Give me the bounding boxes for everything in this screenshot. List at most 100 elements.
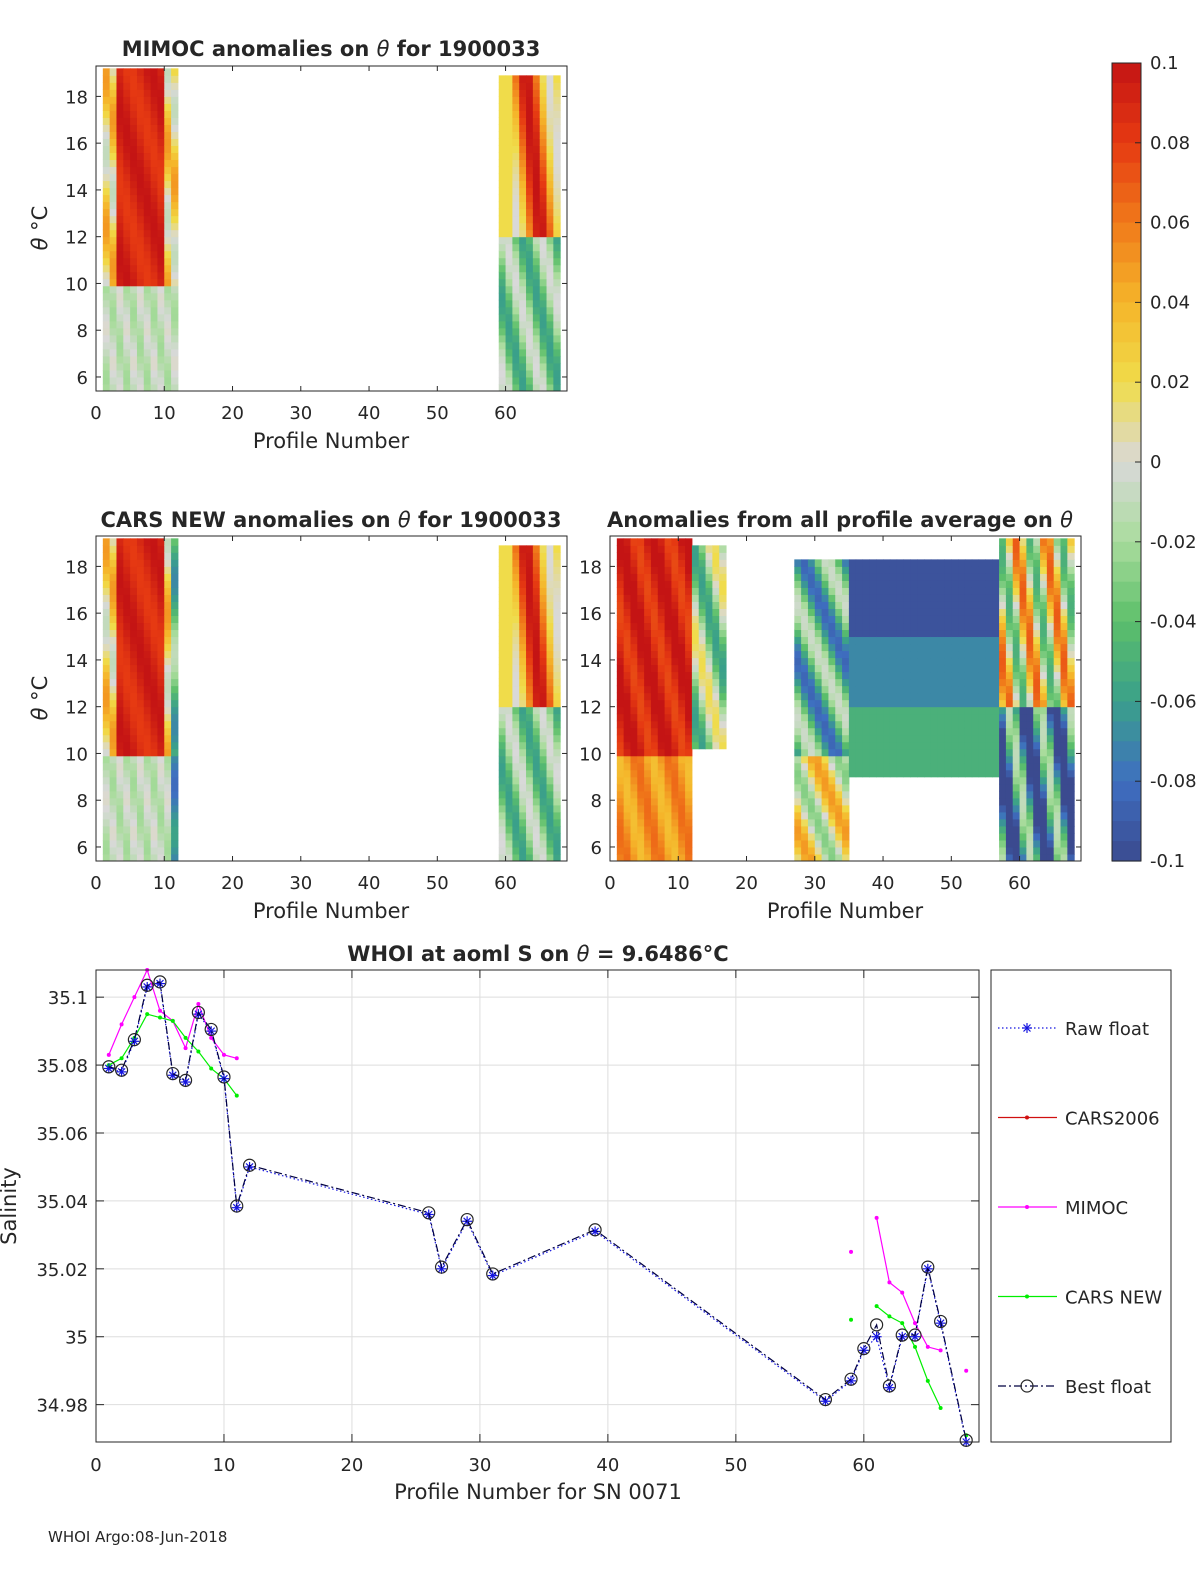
average-cell xyxy=(971,692,980,701)
average-cell xyxy=(944,727,952,736)
cars-cell xyxy=(498,664,507,673)
cars-title: CARS NEW anomalies on θ for 1900033 xyxy=(100,508,561,532)
cars-cell xyxy=(505,580,513,588)
cars-cell xyxy=(164,818,172,827)
cars-cell xyxy=(498,636,507,645)
average-cell xyxy=(637,664,645,673)
mimoc-cell xyxy=(109,138,117,146)
average-cell xyxy=(691,657,700,666)
average-cell xyxy=(1040,692,1048,701)
average-cell xyxy=(999,538,1007,546)
average-cell xyxy=(678,629,686,638)
cars-cell xyxy=(512,664,520,673)
average-cell xyxy=(691,559,700,567)
average-cell xyxy=(623,538,631,546)
cars-cell xyxy=(136,720,145,729)
cars-cell xyxy=(130,832,138,841)
cars-cell xyxy=(505,762,513,771)
mimoc-cell xyxy=(532,362,541,371)
average-cell xyxy=(951,594,959,602)
average-cell xyxy=(1060,748,1068,757)
average-cell xyxy=(671,804,679,813)
average-cell xyxy=(1005,601,1014,609)
average-cell xyxy=(889,699,898,708)
mimoc-cell xyxy=(157,201,165,210)
average-cell xyxy=(1005,783,1014,792)
mimoc-cell xyxy=(539,138,548,146)
average-axes-box xyxy=(609,535,1082,862)
average-cell xyxy=(896,664,905,673)
average-cell xyxy=(978,608,986,616)
cars-cell xyxy=(143,650,152,659)
average-cell xyxy=(1053,559,1062,567)
average-cell xyxy=(1012,601,1021,609)
average-cell xyxy=(1019,769,1027,778)
cars-cell xyxy=(532,797,541,806)
mimoc-cell xyxy=(539,264,548,273)
mimoc-cell xyxy=(546,194,554,203)
cars-cell xyxy=(553,741,561,750)
cars-cell xyxy=(123,538,131,546)
cars-cell xyxy=(532,846,541,855)
average-cell xyxy=(685,832,693,841)
average-cell xyxy=(1005,790,1014,799)
mimoc-cell xyxy=(553,320,561,329)
average-cell xyxy=(637,713,645,722)
average-cell xyxy=(664,566,672,574)
mimoc-cell xyxy=(171,306,179,315)
average-cell xyxy=(685,692,693,701)
cars-cell xyxy=(157,671,165,680)
cars-cell xyxy=(526,720,534,729)
cars-cell xyxy=(505,720,513,729)
mimoc-xlabel: Profile Number xyxy=(253,429,410,453)
average-cell xyxy=(794,727,802,736)
mimoc-cell xyxy=(109,285,117,294)
average-cell xyxy=(671,580,679,588)
average-cell xyxy=(630,832,638,841)
average-cell xyxy=(924,762,932,771)
average-cell xyxy=(671,776,679,785)
average-cell xyxy=(705,671,713,680)
mimoc-cell xyxy=(171,110,179,118)
average-cell xyxy=(876,636,884,645)
average-cell xyxy=(1012,699,1021,708)
series-line xyxy=(876,1217,941,1351)
average-cell xyxy=(650,825,659,834)
mimoc-cell xyxy=(526,138,534,146)
cars-cell xyxy=(150,825,158,834)
average-cell xyxy=(999,811,1007,820)
average-cell xyxy=(705,566,713,574)
cars-cell xyxy=(123,629,131,638)
average-cell xyxy=(821,580,829,588)
average-cell xyxy=(821,629,829,638)
cars-cell xyxy=(526,727,534,736)
mimoc-ytick-label: 8 xyxy=(77,321,88,342)
mimoc-cell xyxy=(498,159,507,168)
average-cell xyxy=(1033,748,1041,757)
average-cell xyxy=(910,629,918,638)
mimoc-cell xyxy=(157,292,165,301)
cars-cell xyxy=(546,839,554,848)
mimoc-cell xyxy=(171,348,179,357)
average-cell xyxy=(964,559,973,567)
salinity-ticks: 0 10 20 30 40 50 6034.983535.0235.0435.0635.08… xyxy=(36,970,979,1476)
mimoc-cell xyxy=(150,152,158,161)
average-cell xyxy=(637,804,645,813)
cars-cell xyxy=(539,573,548,581)
mimoc-cell xyxy=(164,82,172,90)
cars-cell xyxy=(157,783,165,792)
cars-cell xyxy=(157,678,165,687)
average-cell xyxy=(807,678,816,687)
average-cell xyxy=(807,699,816,708)
cars-cell xyxy=(164,678,172,687)
cars-cell xyxy=(546,657,554,666)
average-cell xyxy=(1046,629,1055,638)
average-cell xyxy=(657,552,666,560)
cars-cell xyxy=(498,783,507,792)
cars-cell xyxy=(130,727,138,736)
average-cell xyxy=(794,804,802,813)
average-cell xyxy=(848,769,857,778)
average-cell xyxy=(999,790,1007,799)
cars-cell xyxy=(553,783,561,792)
